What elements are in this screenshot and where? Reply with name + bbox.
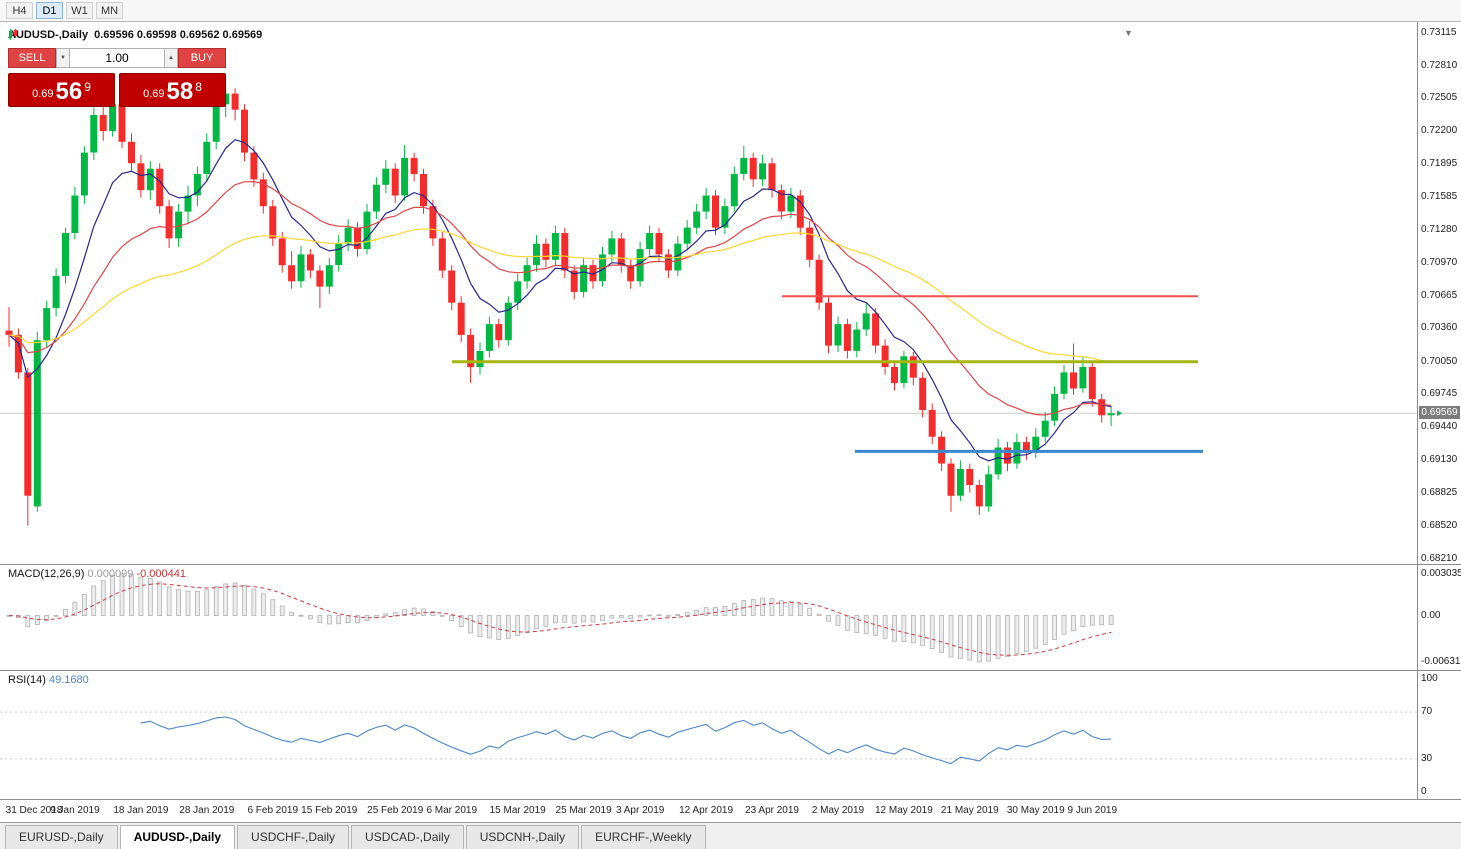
macd-scale-label: 0.00 xyxy=(1421,609,1441,621)
date-label: 21 May 2019 xyxy=(940,805,999,816)
rsi-label: RSI(14) 49.1680 xyxy=(8,674,89,686)
time-axis[interactable]: 31 Dec 2018 9 Jan 2019 18 Jan 2019 28 Jan 2… xyxy=(0,800,1461,821)
chart-tab-audusd-daily[interactable]: AUDUSD-,Daily xyxy=(119,825,236,849)
rsi-scale-label: 30 xyxy=(1421,752,1433,764)
price-scale-label: 0.71585 xyxy=(1421,191,1458,203)
rsi-scale[interactable]: 100 70 30 0 xyxy=(1417,671,1461,799)
price-scale-label: 0.68210 xyxy=(1421,553,1458,564)
ask-price-big: 58 xyxy=(166,78,194,105)
sell-button[interactable]: SELL xyxy=(8,48,56,68)
price-scale-label: 0.70050 xyxy=(1421,355,1458,367)
rsi-panel: RSI(14) 49.1680 100 70 30 0 xyxy=(0,671,1461,800)
date-label: 28 Jan 2019 xyxy=(179,805,235,816)
date-label: 3 Apr 2019 xyxy=(615,805,665,816)
chart-tab-eurchf-weekly[interactable]: EURCHF-,Weekly xyxy=(581,825,706,849)
chart-symbol-label: AUDUSD-,Daily xyxy=(8,29,89,41)
chart-tab-eurusd-daily[interactable]: EURUSD-,Daily xyxy=(5,825,118,849)
date-label: 15 Mar 2019 xyxy=(489,805,546,816)
buy-button[interactable]: BUY xyxy=(178,48,226,68)
chart-tab-usdcnh-daily[interactable]: USDCNH-,Daily xyxy=(465,825,580,849)
price-scale-label: 0.71280 xyxy=(1421,223,1458,235)
bid-price-big: 56 xyxy=(55,78,83,105)
macd-scale-label: -0.00631 xyxy=(1421,656,1461,667)
price-scale-label: 0.70970 xyxy=(1421,257,1458,269)
price-scale-label: 0.68520 xyxy=(1421,519,1458,531)
chart-ohlc-values: 0.69596 0.69598 0.69562 0.69569 xyxy=(94,29,263,41)
chart-window: AUDUSD-,Daily 0.69596 0.69598 0.69562 0.… xyxy=(0,22,1461,822)
bid-price-prefix: 0.69 xyxy=(32,88,54,100)
timeframe-mn-button[interactable]: MN xyxy=(96,2,124,19)
date-label: 23 Apr 2019 xyxy=(745,805,799,816)
date-label: 9 Jun 2019 xyxy=(1067,805,1118,816)
rsi-scale-label: 70 xyxy=(1421,706,1433,718)
price-scale-label: 0.68825 xyxy=(1421,487,1458,499)
macd-panel: MACD(12,26,9) 0.000099 -0.000441 0.00303… xyxy=(0,565,1461,671)
macd-chart-canvas[interactable] xyxy=(0,565,1417,671)
volume-decrease-button[interactable]: ▼ xyxy=(56,48,70,68)
rsi-scale-label: 0 xyxy=(1421,786,1427,797)
price-scale-label: 0.71895 xyxy=(1421,157,1458,169)
price-scale[interactable]: 0.69569 0.73115 0.72810 0.72505 0.72200 0.71… xyxy=(1417,22,1461,564)
price-scale-label: 0.70665 xyxy=(1421,289,1458,301)
candlestick-chart-canvas[interactable] xyxy=(0,22,1417,564)
price-scale-label: 0.72200 xyxy=(1421,125,1458,137)
buy-price-button[interactable]: 0.69 58 8 xyxy=(119,73,226,107)
chart-tab-bar: EURUSD-,Daily AUDUSD-,Daily USDCHF-,Daily U… xyxy=(0,822,1461,849)
chart-tab-usdcad-daily[interactable]: USDCAD-,Daily xyxy=(351,825,464,849)
ask-price-prefix: 0.69 xyxy=(143,88,165,100)
date-label: 12 Apr 2019 xyxy=(679,805,734,816)
timeframe-w1-button[interactable]: W1 xyxy=(66,2,93,19)
date-label: 15 Feb 2019 xyxy=(301,805,358,816)
rsi-name: RSI(14) xyxy=(8,674,46,686)
volume-increase-button[interactable]: ▲ xyxy=(164,48,178,68)
chart-tab-usdchf-daily[interactable]: USDCHF-,Daily xyxy=(237,825,350,849)
bid-price-pipette: 9 xyxy=(84,80,91,94)
chart-title: AUDUSD-,Daily 0.69596 0.69598 0.69562 0.… xyxy=(8,29,262,41)
date-label: 25 Mar 2019 xyxy=(555,805,612,816)
timeframe-d1-button[interactable]: D1 xyxy=(36,2,63,19)
one-click-trading-panel: SELL ▼ ▲ BUY 0.69 56 9 0.69 58 8 xyxy=(8,48,226,107)
date-label: 9 Jan 2019 xyxy=(50,805,100,816)
price-scale-label: 0.72505 xyxy=(1421,92,1458,104)
main-chart-panel: AUDUSD-,Daily 0.69596 0.69598 0.69562 0.… xyxy=(0,22,1461,565)
chevron-down-icon[interactable]: ▼ xyxy=(1124,28,1133,38)
date-label: 31 Dec 2018 xyxy=(5,805,63,816)
macd-label: MACD(12,26,9) 0.000099 -0.000441 xyxy=(8,568,186,580)
date-label: 25 Feb 2019 xyxy=(367,805,424,816)
date-label: 30 May 2019 xyxy=(1006,805,1065,816)
date-label: 6 Feb 2019 xyxy=(247,805,299,816)
price-scale-label: 0.70360 xyxy=(1421,322,1458,334)
date-label: 2 May 2019 xyxy=(811,805,865,816)
ask-price-pipette: 8 xyxy=(195,80,202,94)
price-scale-label: 0.73115 xyxy=(1421,27,1457,38)
macd-scale[interactable]: 0.003035 0.00 -0.00631 xyxy=(1417,565,1461,670)
macd-name: MACD(12,26,9) xyxy=(8,568,85,580)
date-label: 12 May 2019 xyxy=(874,805,933,816)
candlestick-icon xyxy=(9,29,17,40)
rsi-value: 49.1680 xyxy=(48,674,89,686)
price-scale-label: 0.69440 xyxy=(1421,421,1458,433)
sell-price-button[interactable]: 0.69 56 9 xyxy=(8,73,115,107)
timeframe-toolbar: H4 D1 W1 MN xyxy=(0,0,1461,22)
price-scale-label: 0.69130 xyxy=(1421,454,1458,466)
rsi-scale-label: 100 xyxy=(1421,673,1438,684)
current-price-badge: 0.69569 xyxy=(1419,406,1460,420)
timeframe-h4-button[interactable]: H4 xyxy=(6,2,33,19)
rsi-chart-canvas[interactable] xyxy=(0,671,1417,800)
macd-signal-value: -0.000441 xyxy=(136,568,186,580)
date-label: 6 Mar 2019 xyxy=(426,805,478,816)
price-scale-label: 0.72810 xyxy=(1421,59,1458,71)
date-label: 18 Jan 2019 xyxy=(113,805,169,816)
price-scale-label: 0.69745 xyxy=(1421,388,1458,400)
macd-scale-label: 0.003035 xyxy=(1421,568,1461,579)
volume-input[interactable] xyxy=(70,48,164,68)
macd-main-value: 0.000099 xyxy=(87,568,134,580)
